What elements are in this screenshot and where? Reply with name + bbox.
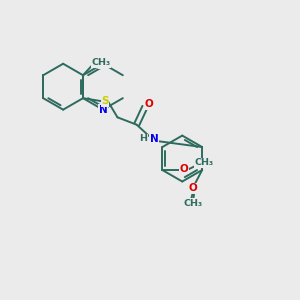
Text: CH₃: CH₃ [195, 158, 214, 167]
Text: N: N [98, 105, 107, 115]
Text: CH₃: CH₃ [184, 199, 203, 208]
Text: N: N [150, 134, 159, 143]
Text: H: H [140, 134, 147, 143]
Text: O: O [145, 99, 153, 109]
Text: O: O [189, 183, 197, 193]
Text: CH₃: CH₃ [92, 58, 111, 67]
Text: S: S [101, 96, 109, 106]
Text: O: O [180, 164, 188, 174]
Text: N: N [98, 59, 107, 69]
